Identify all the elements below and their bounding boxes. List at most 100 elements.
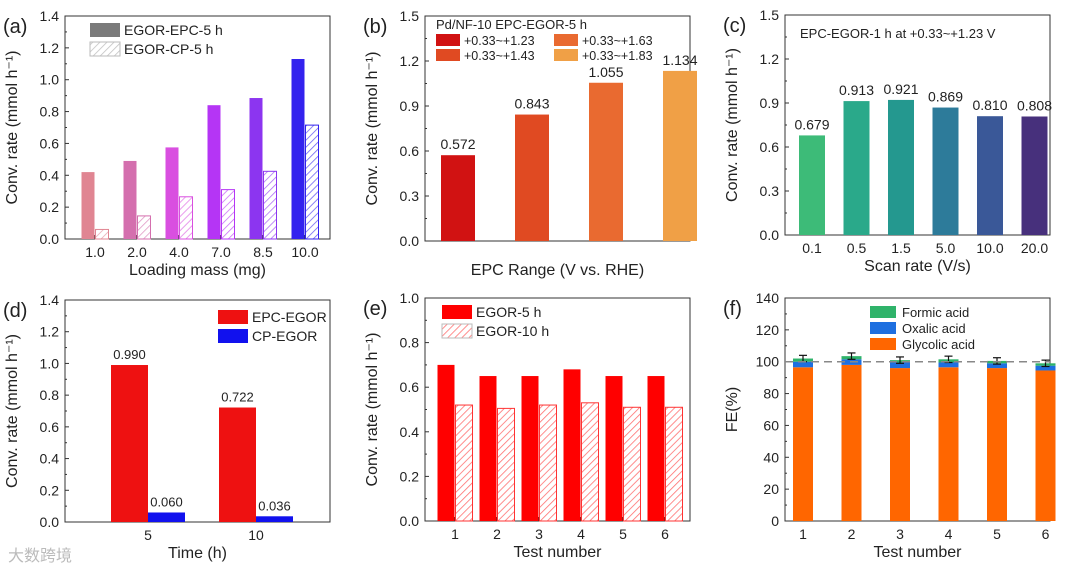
bar — [148, 512, 185, 522]
legend-label: EPC-EGOR — [252, 309, 327, 325]
legend-swatch — [554, 49, 578, 61]
x-axis-label: Scan rate (V/s) — [864, 258, 971, 275]
legend-label: +0.33~+1.23 — [464, 34, 535, 48]
x-tick-label: 5 — [993, 526, 1001, 542]
bar — [647, 376, 665, 521]
y-tick-label: 0 — [771, 513, 779, 529]
bar — [437, 364, 455, 521]
y-tick-label: 1.2 — [760, 51, 780, 67]
bar-oxalic-acid — [938, 362, 959, 368]
x-axis-label: Test number — [513, 544, 602, 561]
bar — [581, 402, 599, 522]
legend-swatch — [870, 338, 896, 350]
bar — [589, 82, 623, 241]
data-label: 0.679 — [794, 116, 829, 132]
y-tick-label: 1.2 — [40, 40, 60, 56]
x-tick-label: 5.0 — [936, 240, 956, 256]
x-tick-label: 10 — [248, 527, 264, 543]
legend-swatch — [89, 41, 121, 57]
y-tick-label: 0.2 — [40, 199, 60, 215]
x-tick-label: 0.1 — [802, 240, 822, 256]
y-tick-label: 0.0 — [760, 227, 780, 243]
x-tick-label: 1 — [451, 526, 459, 542]
x-tick-label: 10.0 — [976, 240, 1003, 256]
x-tick-label: 1.0 — [85, 244, 105, 260]
panel-label: (a) — [3, 16, 27, 38]
data-label: 0.810 — [972, 97, 1007, 113]
x-tick-label: 6 — [1042, 526, 1050, 542]
y-tick-label: 1.5 — [400, 8, 420, 24]
legend-swatch — [441, 323, 473, 339]
x-tick-label: 3 — [896, 526, 904, 542]
data-label: 0.990 — [113, 347, 146, 362]
y-tick-label: 1.0 — [400, 290, 420, 306]
y-tick-label: 0.3 — [760, 183, 780, 199]
legend-swatch — [90, 23, 120, 37]
data-label: 1.055 — [588, 64, 623, 80]
x-tick-label: 2 — [493, 526, 501, 542]
bar — [137, 215, 151, 240]
x-tick-label: 5 — [619, 526, 627, 542]
bar — [165, 147, 179, 239]
data-label: 0.808 — [1017, 97, 1052, 113]
x-axis-label: Loading mass (mg) — [129, 262, 266, 279]
y-tick-label: 0.9 — [760, 95, 780, 111]
y-tick-label: 1.4 — [40, 292, 60, 308]
y-axis-label: Conv. rate (mmol h⁻¹) — [4, 51, 21, 205]
bar — [932, 107, 959, 235]
bar — [219, 407, 256, 522]
bar — [455, 404, 473, 522]
bar — [81, 172, 95, 239]
legend-label: EGOR-10 h — [476, 323, 549, 339]
legend-swatch — [436, 34, 460, 46]
legend-label: EGOR-EPC-5 h — [124, 22, 223, 38]
y-axis-label: Conv. rate (mmol h⁻¹) — [364, 52, 381, 206]
legend-label: CP-EGOR — [252, 328, 317, 344]
y-tick-label: 1.5 — [760, 7, 780, 23]
bar-glycolic-acid — [1035, 370, 1056, 521]
bar — [95, 228, 109, 240]
y-tick-label: 0.4 — [40, 167, 60, 183]
y-tick-label: 0.4 — [40, 451, 60, 467]
bar — [441, 155, 475, 241]
legend-swatch — [870, 322, 896, 334]
x-axis-label: EPC Range (V vs. RHE) — [471, 262, 644, 279]
bar — [291, 59, 305, 239]
y-tick-label: 0.8 — [400, 335, 420, 351]
bar-glycolic-acid — [841, 364, 862, 521]
panel-b: 0.0 0.3 0.6 0.9 1.2 1.5 Conv. rate (mmol h⁻¹) E… — [363, 8, 698, 279]
data-label: 0.036 — [258, 498, 291, 513]
y-tick-label: 0.8 — [40, 387, 60, 403]
legend-swatch — [442, 305, 472, 319]
y-tick-label: 40 — [763, 449, 779, 465]
y-tick-label: 1.2 — [400, 53, 420, 69]
bar-glycolic-acid — [938, 367, 959, 521]
x-tick-label: 5 — [144, 527, 152, 543]
x-tick-label: 4 — [945, 526, 953, 542]
x-tick-label: 4 — [577, 526, 585, 542]
x-tick-label: 7.0 — [211, 244, 231, 260]
bar-glycolic-acid — [890, 368, 910, 521]
legend-label: +0.33~+1.83 — [582, 49, 653, 63]
legend-swatch — [436, 49, 460, 61]
x-tick-label: 2.0 — [127, 244, 147, 260]
bar — [111, 365, 148, 522]
legend-label: EGOR-5 h — [476, 304, 541, 320]
legend-title: Pd/NF-10 EPC-EGOR-5 h — [436, 17, 587, 32]
bar — [605, 376, 623, 521]
data-label: 1.134 — [662, 52, 697, 68]
y-tick-label: 120 — [756, 322, 780, 338]
y-tick-label: 0.4 — [400, 424, 420, 440]
bar — [179, 196, 193, 240]
y-tick-label: 0.6 — [760, 139, 780, 155]
y-tick-label: 0.3 — [400, 188, 420, 204]
y-tick-label: 140 — [756, 290, 780, 306]
bar — [665, 406, 683, 522]
bar — [256, 516, 293, 522]
y-axis-label: Conv. rate (mmol h⁻¹) — [724, 48, 741, 202]
data-label: 0.722 — [221, 390, 254, 405]
data-label: 0.060 — [150, 494, 183, 509]
bar — [515, 114, 549, 241]
bar — [1021, 116, 1048, 235]
